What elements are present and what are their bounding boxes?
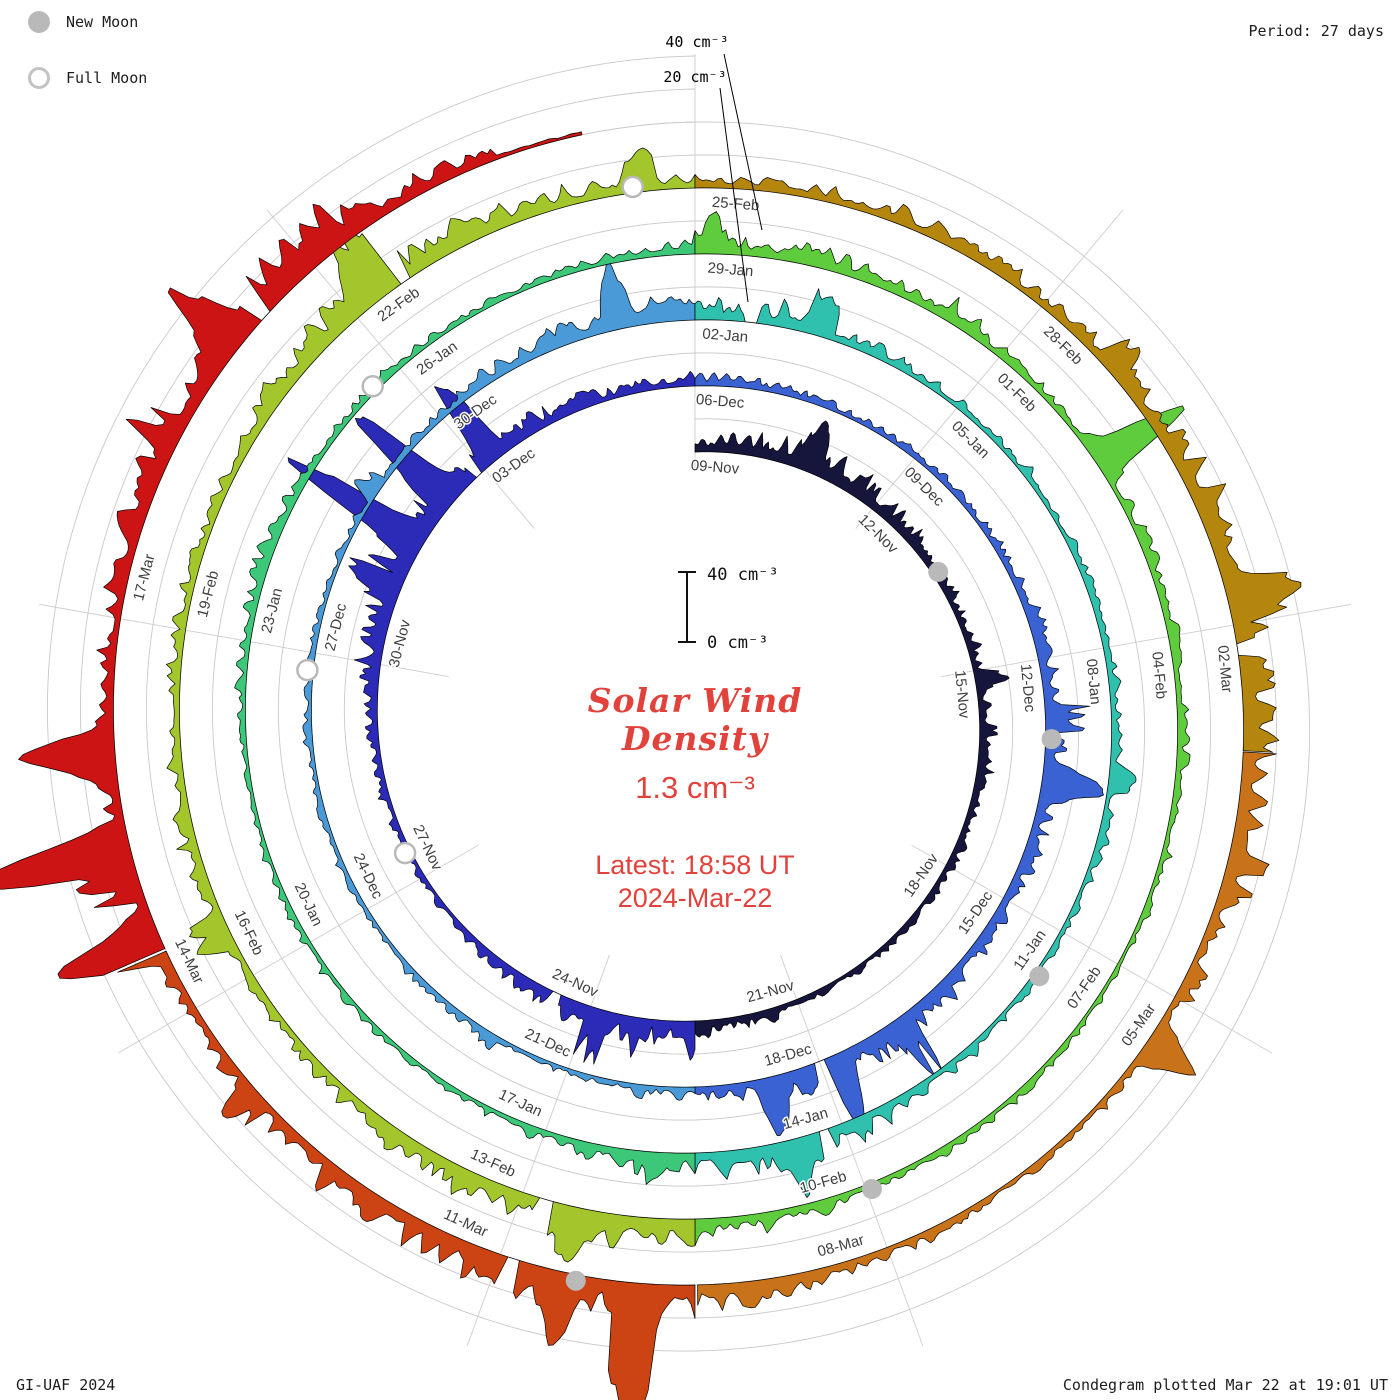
- scalebar-min-label: 0 cm⁻³: [707, 633, 768, 653]
- full-moon-marker: [393, 841, 417, 865]
- radial-spoke: [911, 844, 1273, 1054]
- date-label: 08-Jan: [1083, 658, 1104, 705]
- density-trace-segment: [694, 288, 1137, 1198]
- radial-spoke: [941, 603, 1351, 678]
- scale-annotation-line: [719, 87, 749, 303]
- new-moon-label: New Moon: [66, 13, 139, 31]
- density-trace-segment: [694, 372, 1104, 1137]
- latest-time-label: Latest: 18:58 UT: [595, 850, 795, 880]
- chart-title-line1: Solar Wind: [587, 681, 803, 720]
- radial-spoke: [855, 209, 1124, 529]
- date-label: 02-Mar: [1214, 644, 1235, 693]
- current-density-value: 1.3 cm⁻³: [635, 770, 755, 805]
- date-label: 18-Dec: [762, 1040, 814, 1069]
- density-trace-segment: [0, 131, 583, 980]
- date-label: 30-Nov: [386, 618, 415, 670]
- scalebar-max-label: 40 cm⁻³: [707, 565, 779, 585]
- date-label: 06-Dec: [695, 391, 745, 412]
- date-label: 12-Dec: [1017, 663, 1039, 713]
- date-label: 04-Feb: [1148, 651, 1169, 700]
- credit-label: GI-UAF 2024: [16, 1376, 116, 1394]
- new-moon-marker: [565, 1270, 586, 1291]
- date-label: 24-Nov: [550, 965, 602, 1001]
- date-label: 02-Jan: [702, 325, 749, 346]
- date-label: 08-Mar: [816, 1231, 866, 1260]
- chart-title-line2: Density: [621, 719, 769, 758]
- full-moon-marker: [361, 375, 384, 398]
- date-label: 15-Nov: [951, 669, 973, 719]
- plotted-label: Condegram plotted Mar 22 at 19:01 UT: [1062, 1376, 1388, 1394]
- new-moon-marker: [928, 561, 949, 582]
- latest-date-label: 2024-Mar-22: [617, 883, 773, 913]
- date-label: 05-Jan: [948, 418, 993, 462]
- date-label: 09-Nov: [690, 457, 740, 478]
- full-moon-marker: [621, 175, 644, 199]
- density-trace-segment: [694, 420, 1010, 1039]
- date-label: 21-Nov: [745, 977, 797, 1006]
- radial-spoke: [117, 844, 479, 1054]
- center-scale-bar: 40 cm⁻³ 0 cm⁻³: [678, 565, 779, 653]
- new-moon-legend-row: New Moon: [28, 10, 147, 34]
- moon-legend: New Moon Full Moon: [28, 10, 147, 122]
- density-trace-segment: [287, 370, 696, 1065]
- date-label: 07-Feb: [1064, 963, 1105, 1012]
- new-moon-icon: [28, 11, 50, 33]
- date-label: 26-Jan: [413, 338, 460, 378]
- scale-annotation-20: 20 cm⁻³: [663, 68, 726, 86]
- full-moon-legend-row: Full Moon: [28, 66, 147, 90]
- date-label: 23-Jan: [258, 586, 286, 635]
- date-label: 17-Mar: [130, 552, 158, 602]
- new-moon-marker: [1041, 729, 1062, 750]
- scale-annotation-40: 40 cm⁻³: [665, 33, 728, 51]
- date-label: 27-Dec: [322, 601, 351, 653]
- date-label: 01-Feb: [994, 370, 1040, 415]
- center-annotation: Solar Wind Density 1.3 cm⁻³ Latest: 18:5…: [475, 682, 915, 914]
- full-moon-marker: [296, 658, 319, 682]
- density-trace-segment: [694, 211, 1191, 1247]
- date-label: 11-Jan: [1010, 927, 1049, 974]
- new-moon-marker: [861, 1179, 882, 1199]
- density-trace-segment: [165, 147, 696, 1263]
- date-label: 29-Jan: [707, 260, 754, 281]
- full-moon-label: Full Moon: [66, 69, 148, 87]
- radial-spoke: [780, 954, 924, 1346]
- date-label: 09-Dec: [901, 464, 948, 510]
- new-moon-marker: [1029, 966, 1050, 987]
- period-label: Period: 27 days: [1248, 22, 1384, 40]
- full-moon-icon: [28, 67, 50, 89]
- date-label: 19-Feb: [194, 569, 222, 619]
- density-trace-segment: [697, 751, 1277, 1311]
- density-trace-segment: [302, 258, 696, 1101]
- density-trace-segment: [117, 950, 696, 1400]
- scale-annotation-line: [723, 53, 763, 231]
- density-trace-segment: [694, 174, 1302, 753]
